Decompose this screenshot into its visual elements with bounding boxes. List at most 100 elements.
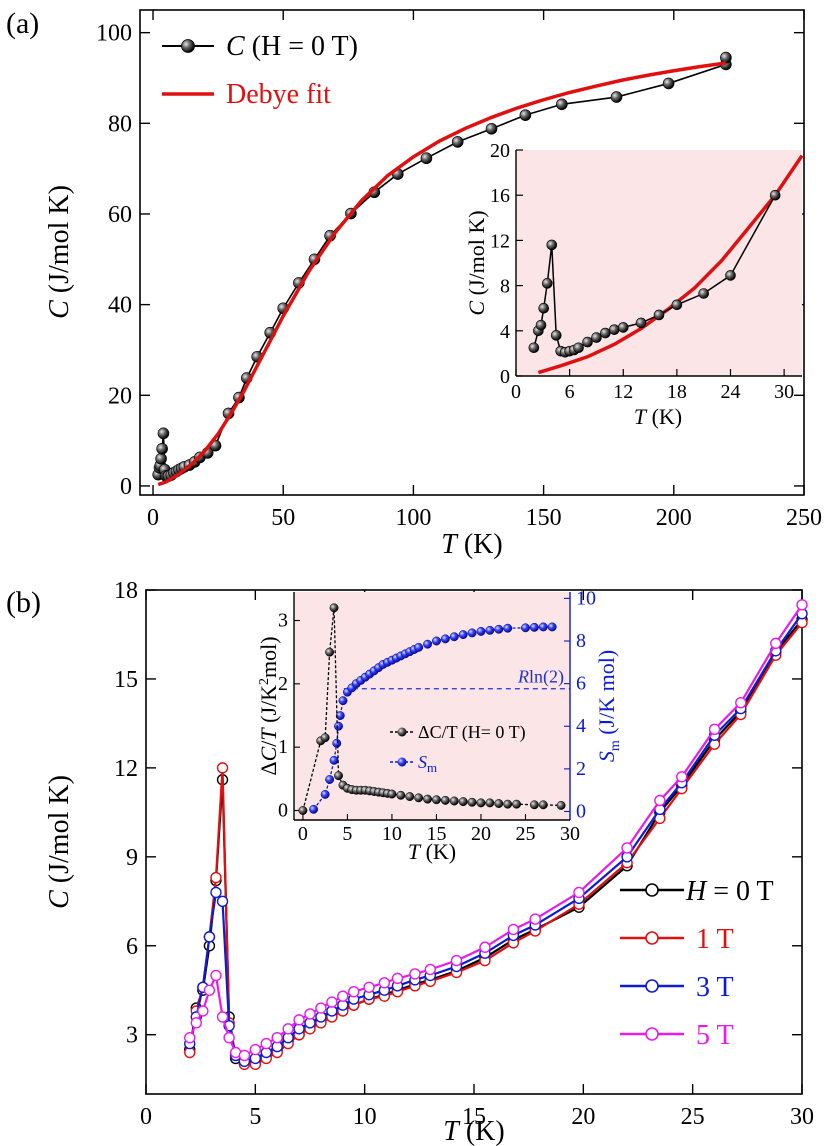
inset-data-point-sm [332, 738, 342, 748]
panel-a-inset-ticks: 0 6 12 18 24 30 0 4 8 12 16 20 [490, 140, 794, 403]
data-point-3 [210, 969, 222, 982]
inset-y-tick-label: 0 [500, 366, 510, 388]
panel-b-series [184, 599, 808, 1071]
inset-data-point-sm [329, 755, 339, 765]
y-tick-label: 80 [108, 111, 132, 137]
inset-data-point-dc [467, 797, 477, 807]
inset-data-point-c [671, 299, 683, 311]
inset-y-tick-label-right: 4 [576, 715, 586, 737]
inset-data-point-dc [320, 733, 330, 743]
panel-a-inset-xlabel: T (K) [634, 404, 682, 429]
legend-label-debye: Debye fit [226, 79, 331, 110]
x-tick-label: 25 [681, 1104, 705, 1130]
legend-marker-3t [645, 979, 659, 993]
inset-data-point-sm [494, 624, 504, 634]
inset-data-point-sm [423, 639, 432, 649]
inset-y-tick-label-right: 10 [576, 587, 596, 609]
inset-data-point-dc [423, 794, 432, 804]
data-point-3 [197, 1005, 209, 1017]
inset-data-point-sm [449, 632, 459, 642]
inset-data-point-dc [440, 795, 450, 805]
inset-data-point-c [769, 189, 781, 201]
legend-marker-5t [645, 1027, 659, 1041]
inset-data-point-sm [485, 625, 495, 635]
inset-legend-marker-sm [397, 757, 407, 767]
data-point-3 [450, 954, 463, 967]
inset-data-point-c [609, 324, 620, 335]
data-point-3 [708, 723, 721, 736]
x-tick-label: 20 [571, 1104, 595, 1130]
panel-b-inset-series [298, 603, 566, 815]
legend-marker-0t [645, 883, 659, 897]
data-point-3 [654, 794, 666, 807]
y-tick-label: 15 [114, 667, 138, 693]
inset-data-point-c [617, 322, 629, 333]
data-point-3 [238, 1049, 251, 1062]
data-point-3 [621, 842, 633, 854]
x-tick-label: 250 [786, 505, 822, 531]
data-point-3 [676, 771, 688, 783]
inset-data-point-dc [503, 799, 513, 809]
inset-data-point-dc [334, 771, 343, 781]
panel-a-ylabel: C (J/mol K) [44, 185, 75, 319]
inset-data-point-c [582, 336, 593, 348]
data-point-c [451, 136, 464, 148]
inset-data-point-c [600, 327, 611, 339]
legend-marker-c [181, 39, 195, 53]
inset-data-point-sm [432, 636, 441, 646]
y-tick-label: 18 [114, 578, 138, 604]
y-tick-label: 9 [126, 845, 138, 871]
data-point-3 [409, 968, 421, 980]
inset-data-point-dc [538, 800, 548, 810]
inset-y-tick-label-left: 0 [278, 800, 288, 822]
data-point-3 [184, 1031, 196, 1044]
panel-a-inset-series [528, 154, 804, 375]
panel-a-inset-ylabel: C (J/mol K) [464, 210, 489, 315]
inset-data-point-sm [325, 775, 335, 784]
inset-x-tick-label: 24 [721, 381, 741, 403]
inset-data-point-sm [458, 630, 468, 640]
legend-label-1t: 1 T [696, 924, 734, 955]
data-point-3 [391, 972, 404, 985]
inset-data-point-dc [325, 647, 335, 657]
inset-data-point-sm [529, 622, 539, 632]
inset-data-point-dc [494, 799, 504, 808]
panel-b-ylabel: C (J/mol K) [44, 775, 75, 909]
inset-y-tick-label-right: 6 [576, 673, 586, 695]
inset-legend-label-dc: ΔC/T (H= 0 T) [418, 722, 526, 743]
x-tick-label: 200 [656, 505, 692, 531]
inset-y-tick-label: 16 [490, 185, 510, 207]
x-tick-label: 0 [147, 505, 159, 531]
panel-a-legend: C (H = 0 T) Debye fit [162, 31, 358, 110]
inset-x-tick-label: 18 [667, 381, 687, 403]
data-point-c [519, 109, 532, 121]
y-tick-label: 40 [108, 293, 132, 319]
x-tick-label: 30 [790, 1104, 814, 1130]
data-point-3 [282, 1023, 294, 1035]
inset-data-point-sm [338, 696, 348, 706]
data-point-3 [249, 1043, 262, 1056]
inset-x-tick-label: 0 [298, 823, 308, 845]
inset-data-point-c [573, 342, 584, 354]
data-point-3 [479, 941, 491, 953]
data-point-3 [529, 913, 541, 925]
x-tick-label: 5 [249, 1104, 261, 1130]
data-point-3 [216, 1011, 229, 1023]
inset-data-point-sm [467, 628, 477, 638]
inset-data-point-dc [387, 789, 397, 799]
data-point-c [556, 98, 568, 111]
inset-data-point-sm [476, 626, 486, 636]
rln2-annotation: Rln(2) [517, 667, 564, 688]
data-point-1 [210, 871, 222, 884]
y-tick-label: 60 [108, 202, 132, 228]
x-tick-label: 50 [271, 505, 295, 531]
data-point-3 [260, 1037, 272, 1050]
inset-data-point-c [541, 278, 553, 289]
inset-data-point-sm [503, 623, 513, 633]
x-tick-label: 100 [395, 505, 431, 531]
inset-y-tick-label: 12 [490, 230, 510, 252]
inset-x-tick-label: 15 [426, 823, 446, 845]
